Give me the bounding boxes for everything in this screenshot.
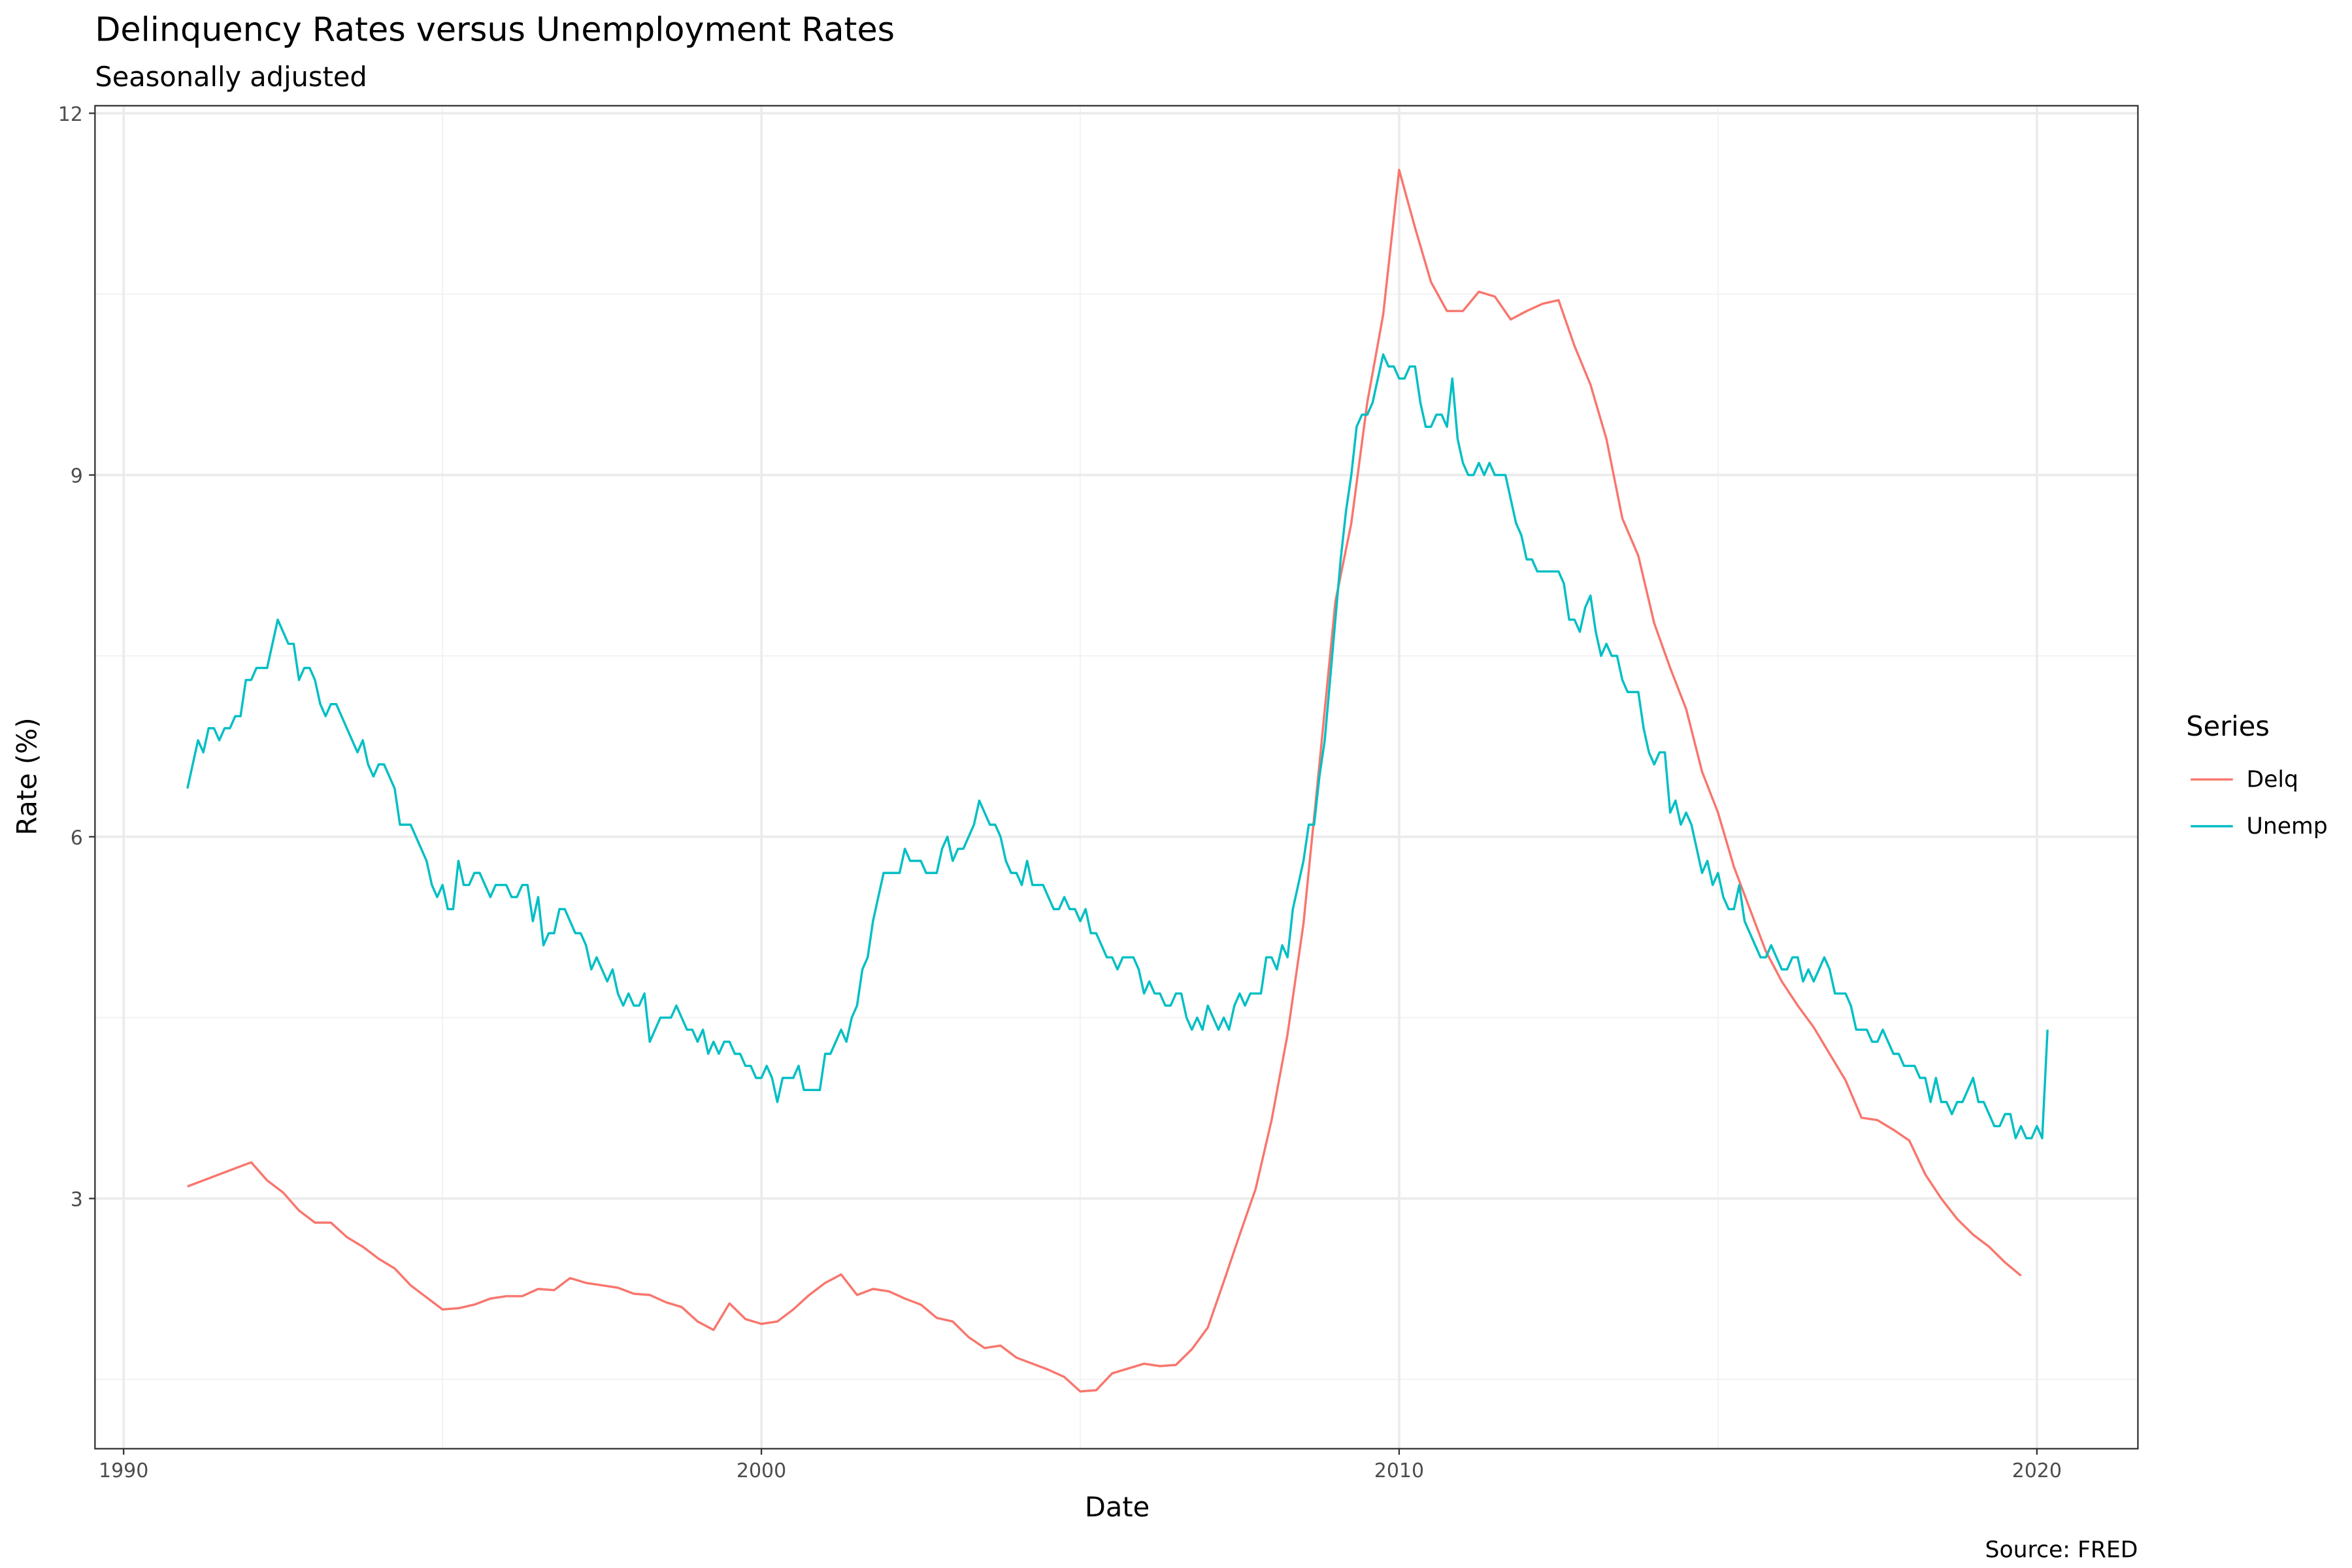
gridlines (95, 105, 2138, 1449)
x-axis-title: Date (1085, 1491, 1150, 1523)
x-tick-label: 1990 (99, 1460, 148, 1482)
y-tick-label: 6 (71, 826, 83, 849)
x-tick-label: 2000 (737, 1460, 786, 1482)
x-tick-label: 2010 (1374, 1460, 1424, 1482)
legend: Series Delq Unemp (2186, 710, 2327, 840)
panel-background (95, 105, 2138, 1449)
series-line-unemp (186, 353, 2049, 1139)
legend-title: Series (2186, 710, 2270, 742)
chart-subtitle: Seasonally adjusted (95, 61, 367, 93)
panel-border (94, 105, 2139, 1450)
series-lines (186, 169, 2049, 1393)
y-axis: 3 6 9 12 Rate (%) (10, 103, 83, 1211)
source-caption: Source: FRED (1985, 1537, 2138, 1563)
series-line-delq (187, 169, 2022, 1393)
x-tick-label: 2020 (2012, 1460, 2062, 1482)
y-tick-label: 12 (58, 103, 83, 126)
plot-panel (94, 105, 2139, 1450)
y-tick-label: 3 (71, 1188, 83, 1211)
chart-title: Delinquency Rates versus Unemployment Ra… (95, 10, 895, 49)
y-tick-label: 9 (71, 465, 83, 488)
x-axis: 1990 2000 2010 2020 Date (99, 1460, 2062, 1523)
y-axis-title: Rate (%) (10, 717, 42, 835)
legend-label-delq: Delq (2247, 767, 2299, 793)
legend-label-unemp: Unemp (2247, 813, 2328, 840)
